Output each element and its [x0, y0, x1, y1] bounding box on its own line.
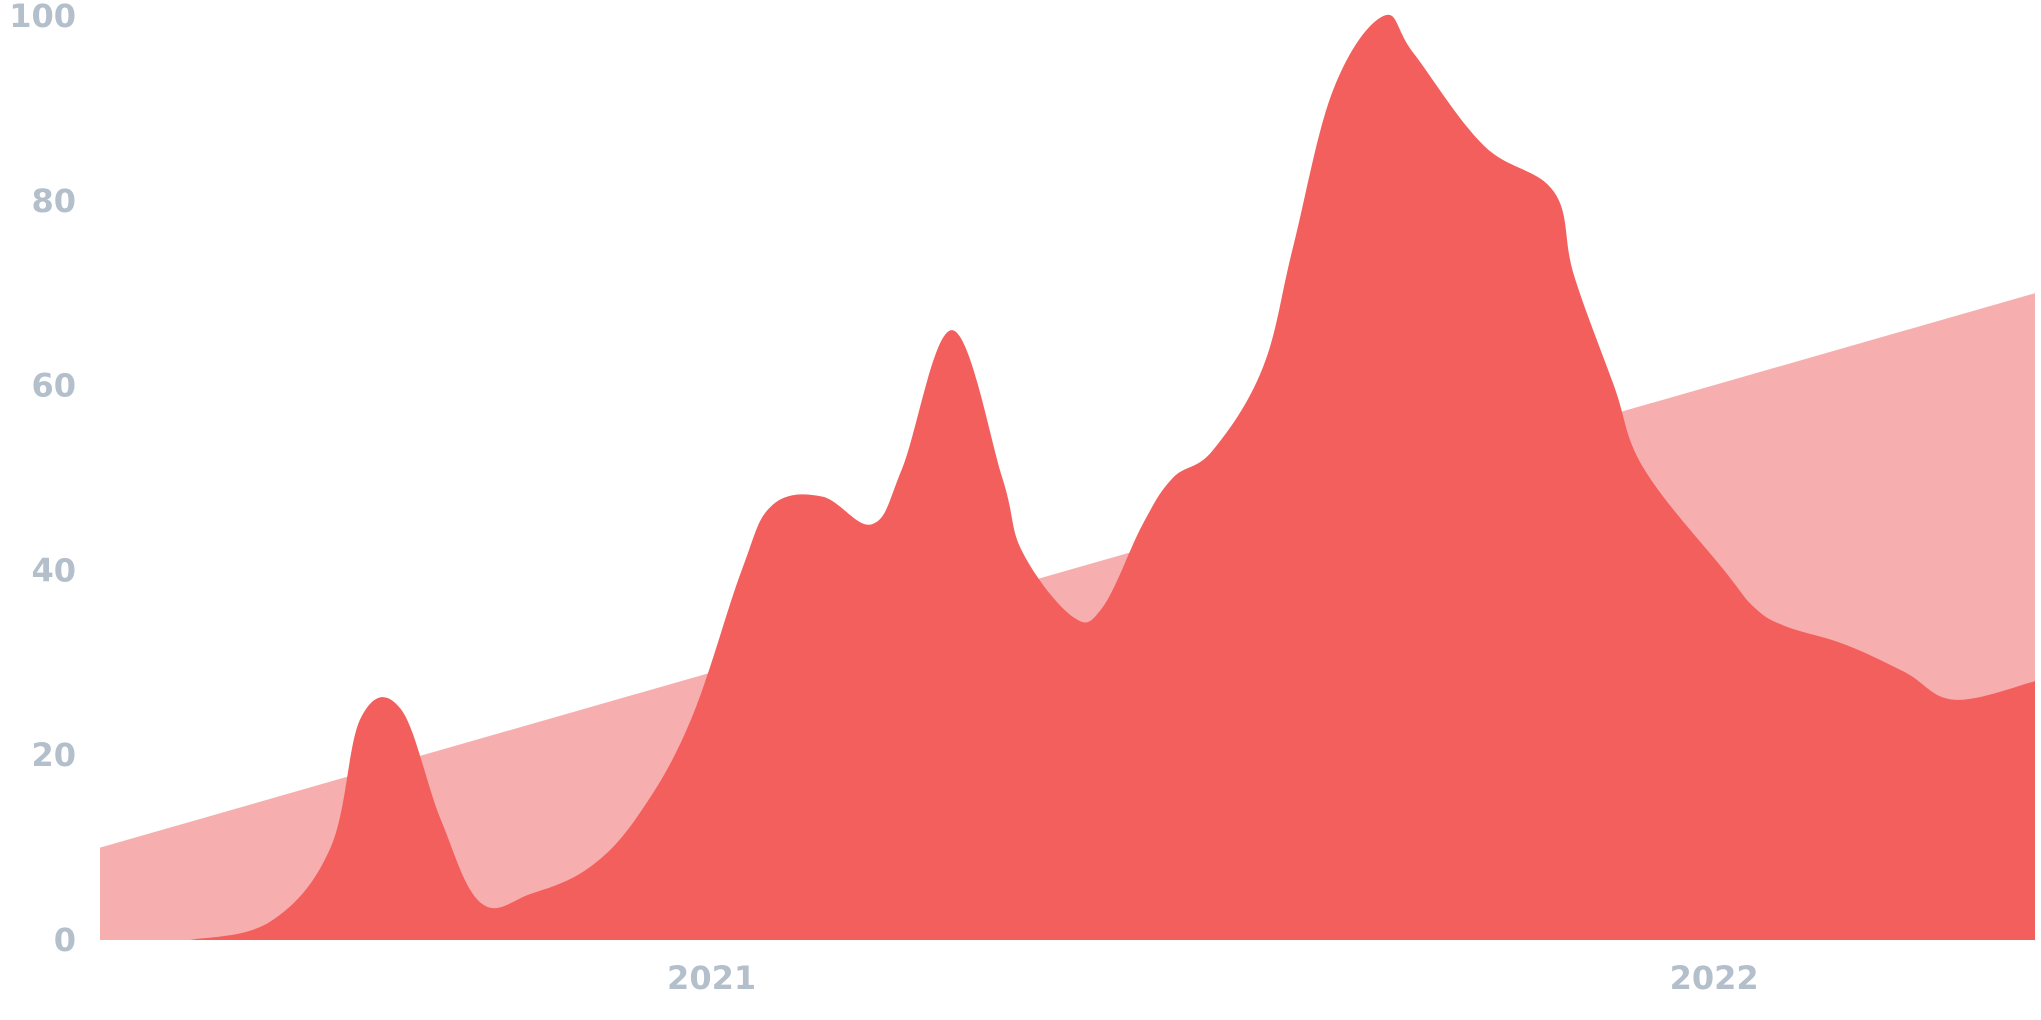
y-tick-label: 60	[31, 367, 76, 405]
x-tick-label: 2021	[667, 959, 756, 997]
y-tick-label: 80	[31, 182, 76, 220]
x-axis: 2021 2022	[667, 959, 1759, 997]
y-tick-label: 40	[31, 551, 76, 589]
main-series-area	[190, 14, 2035, 940]
chart-areas	[100, 14, 2035, 940]
y-tick-label: 0	[54, 921, 76, 959]
y-tick-label: 100	[9, 0, 76, 35]
y-axis: 0 20 40 60 80 100	[9, 0, 76, 959]
x-tick-label: 2022	[1670, 959, 1759, 997]
y-tick-label: 20	[31, 736, 76, 774]
